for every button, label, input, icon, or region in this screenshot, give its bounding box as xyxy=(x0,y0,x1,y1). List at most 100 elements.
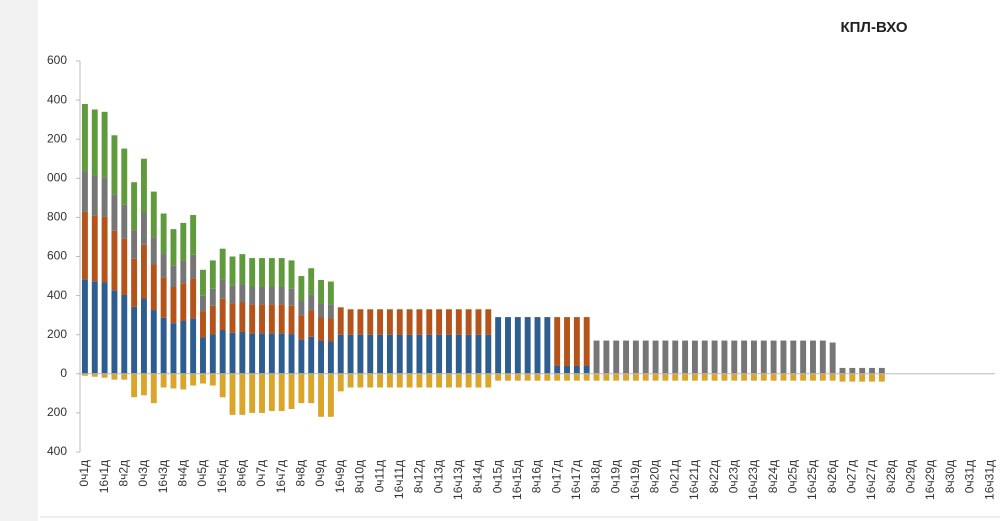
bar-segment xyxy=(288,288,295,306)
bar-segment xyxy=(180,373,187,390)
bar-segment xyxy=(573,317,580,366)
bar-segment xyxy=(573,365,580,374)
bar-segment xyxy=(829,373,836,381)
bar-segment xyxy=(751,340,757,374)
bar-segment xyxy=(446,373,452,388)
left-edge xyxy=(0,0,38,521)
bar-segment xyxy=(219,279,226,299)
bar-segment xyxy=(593,340,600,374)
bar-segment xyxy=(121,148,128,205)
bar-segment xyxy=(859,367,866,374)
bar-segment xyxy=(485,373,492,388)
x-tick-label: 8ч4д xyxy=(175,460,189,487)
bar-segment xyxy=(170,265,177,287)
bar-segment xyxy=(259,304,265,334)
bar-segment xyxy=(81,279,88,374)
bar-segment xyxy=(288,305,295,335)
x-tick-label: 16ч3д xyxy=(156,460,170,493)
bar-segment xyxy=(396,334,403,374)
bar-segment xyxy=(268,373,275,411)
bar-segment xyxy=(111,230,118,291)
bar-segment xyxy=(682,340,689,374)
bar-segment xyxy=(613,340,620,374)
bar-segment xyxy=(662,340,669,374)
x-tick-label: 16ч11д xyxy=(392,460,406,499)
bar-segment xyxy=(249,373,256,413)
bar-segment xyxy=(780,340,787,374)
y-tick-label: 400 xyxy=(47,92,67,106)
bar-segment xyxy=(278,286,285,305)
bar-segment xyxy=(150,237,157,265)
bar-segment xyxy=(701,373,708,381)
bar-segment xyxy=(859,373,866,382)
bar-segment xyxy=(829,342,836,374)
bar-segment xyxy=(259,333,265,374)
bar-segment xyxy=(573,373,580,381)
bar-segment xyxy=(141,298,147,374)
bar-segment xyxy=(583,373,590,381)
bar-segment xyxy=(259,373,265,413)
bar-segment xyxy=(170,286,177,324)
bar-segment xyxy=(426,334,433,374)
bar-segment xyxy=(209,260,216,289)
bar-segment xyxy=(121,204,128,239)
bar-segment xyxy=(455,334,462,374)
bar-segment xyxy=(446,309,452,335)
bar-segment xyxy=(711,340,718,374)
bar-segment xyxy=(347,334,354,374)
bar-segment xyxy=(406,373,413,388)
bar-segment xyxy=(416,334,423,374)
bar-segment xyxy=(337,373,344,392)
bar-segment xyxy=(160,253,167,278)
bar-segment xyxy=(131,258,138,307)
bar-segment xyxy=(219,373,226,398)
bar-segment xyxy=(249,333,256,374)
bar-segment xyxy=(613,373,620,381)
bar-segment xyxy=(150,310,157,374)
bar-segment xyxy=(259,286,265,305)
bar-segment xyxy=(131,230,138,259)
bar-segment xyxy=(603,340,610,374)
y-tick-label: 600 xyxy=(47,249,67,263)
bar-segment xyxy=(150,373,157,404)
bar-segment xyxy=(111,194,118,231)
bar-segment xyxy=(249,286,256,305)
bar-segment xyxy=(249,304,256,334)
bar-segment xyxy=(770,340,777,374)
bar-segment xyxy=(514,373,521,381)
bar-segment xyxy=(81,373,88,376)
bar-segment xyxy=(741,373,748,381)
bar-segment xyxy=(131,182,138,231)
x-tick-label: 0ч5д xyxy=(195,460,209,487)
x-tick-label: 0ч11д xyxy=(372,460,386,492)
bar-segment xyxy=(682,373,689,381)
bar-segment xyxy=(741,340,748,374)
bar-segment xyxy=(209,305,216,335)
x-tick-label: 16ч29д xyxy=(923,460,937,500)
bar-segment xyxy=(268,286,275,305)
bar-segment xyxy=(229,256,236,286)
bar-segment xyxy=(810,340,816,374)
x-tick-label: 16ч15д xyxy=(510,460,524,500)
x-tick-label: 0ч9д xyxy=(313,460,327,487)
background xyxy=(38,0,1000,521)
bar-segment xyxy=(190,373,197,386)
bar-segment xyxy=(308,294,315,311)
bar-segment xyxy=(180,260,187,284)
bar-segment xyxy=(770,373,777,381)
bar-segment xyxy=(327,304,334,319)
y-tick-label: 200 xyxy=(47,405,67,419)
y-tick-label: 400 xyxy=(47,444,67,458)
bar-segment xyxy=(318,303,324,318)
bar-segment xyxy=(544,373,551,381)
bar-segment xyxy=(200,373,206,384)
bar-segment xyxy=(101,373,108,378)
bar-segment xyxy=(672,373,679,381)
bar-segment xyxy=(819,340,826,374)
bar-segment xyxy=(396,309,403,335)
bar-segment xyxy=(239,284,246,303)
bar-segment xyxy=(544,317,551,374)
bar-segment xyxy=(141,373,147,396)
bar-segment xyxy=(239,331,246,374)
bar-segment xyxy=(495,373,502,381)
